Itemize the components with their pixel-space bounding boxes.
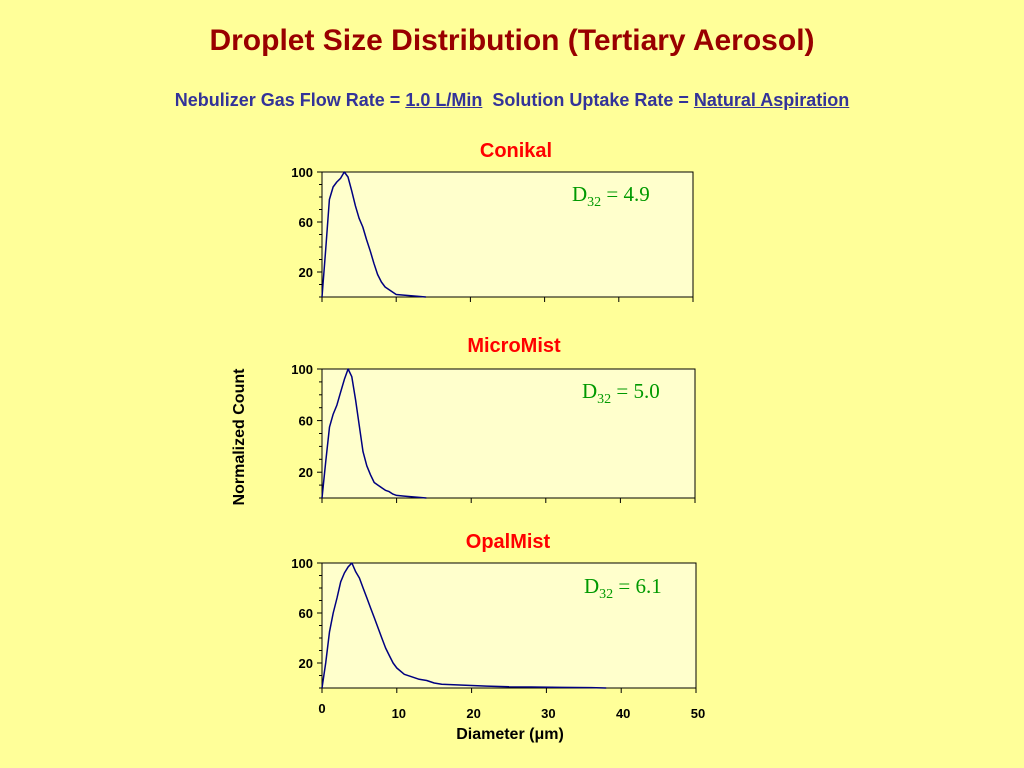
x-axis-label-mu: μ: [534, 726, 545, 743]
y-tick-label-opalmist: 20: [299, 656, 313, 671]
d32-symbol: D: [584, 574, 599, 598]
y-tick-label-opalmist: 100: [291, 556, 313, 571]
d32-annotation-micromist: D32 = 5.0: [582, 379, 660, 407]
d32-value: = 6.1: [613, 574, 662, 598]
y-tick-label-conikal: 20: [299, 265, 313, 280]
x-axis-label: Diameter (μm): [456, 726, 564, 744]
d32-subscript: 32: [597, 392, 611, 407]
x-tick-label-opalmist: 20: [466, 706, 480, 721]
series-line-conikal: [321, 171, 426, 298]
d32-subscript: 32: [599, 587, 613, 602]
d32-symbol: D: [582, 379, 597, 403]
y-tick-label-micromist: 60: [299, 414, 313, 429]
d32-annotation-opalmist: D32 = 6.1: [584, 574, 662, 602]
x-axis-label-suffix: m): [544, 726, 564, 743]
y-tick-label-micromist: 20: [299, 465, 313, 480]
flow-rate-label: Nebulizer Gas Flow Rate =: [174, 90, 406, 110]
series-line-micromist: [321, 368, 427, 499]
uptake-rate-value: Natural Aspiration: [693, 90, 850, 110]
plot-area-opalmist: [321, 562, 697, 689]
flow-rate-value: 1.0 L/Min: [405, 90, 483, 110]
d32-subscript: 32: [587, 195, 601, 210]
x-tick-label-opalmist: 30: [541, 706, 555, 721]
panel-title-conikal: Conikal: [479, 140, 553, 162]
x-tick-label-opalmist: 40: [616, 706, 630, 721]
d32-value: = 4.9: [601, 182, 650, 206]
x-tick-label-opalmist: 50: [691, 706, 705, 721]
x-axis-label-prefix: Diameter (: [456, 726, 535, 743]
series-line-opalmist: [321, 562, 607, 689]
y-tick-label-opalmist: 60: [299, 606, 313, 621]
d32-symbol: D: [572, 182, 587, 206]
y-tick-label-conikal: 60: [299, 215, 313, 230]
d32-annotation-conikal: D32 = 4.9: [572, 182, 650, 210]
plot-area-micromist: [321, 368, 696, 499]
d32-value: = 5.0: [611, 379, 660, 403]
y-tick-label-conikal: 100: [291, 165, 313, 180]
panel-title-micromist: MicroMist: [467, 335, 561, 357]
x-tick-label-opalmist: 0: [318, 701, 325, 716]
page-subtitle: Nebulizer Gas Flow Rate = 1.0 L/Min Solu…: [0, 90, 1024, 111]
y-tick-label-micromist: 100: [291, 362, 313, 377]
x-tick-label-opalmist: 10: [392, 706, 406, 721]
uptake-rate-label: Solution Uptake Rate =: [492, 90, 694, 110]
page-title: Droplet Size Distribution (Tertiary Aero…: [209, 24, 815, 57]
plot-area-conikal: [321, 171, 694, 298]
panel-title-opalmist: OpalMist: [465, 531, 551, 553]
